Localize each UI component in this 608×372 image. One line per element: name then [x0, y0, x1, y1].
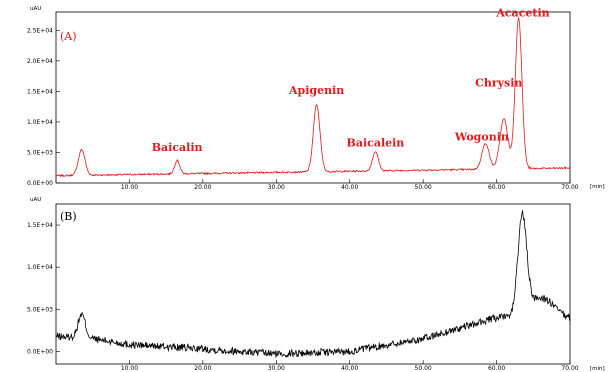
- x-tick-label: 60.00: [488, 184, 505, 191]
- x-tick-label: 50.00: [415, 365, 432, 372]
- x-tick-label: 70.00: [561, 365, 578, 372]
- y-tick-label: 5.0E+03: [27, 149, 53, 156]
- x-tick-label: 20.00: [194, 365, 211, 372]
- y-tick-label: 1.0E+04: [27, 264, 53, 271]
- y-tick-label: 0.0E+00: [27, 348, 53, 355]
- panel-b-label: (B): [60, 210, 77, 223]
- panel-a-label: (A): [60, 30, 77, 43]
- panel-b-frame: [55, 203, 571, 365]
- x-tick-label: 40.00: [341, 184, 358, 191]
- panel-b-ticks: 0.0E+00 5.0E+03 1.0E+04 1.5E+04 10.00 20.00 30…: [27, 222, 579, 372]
- x-tick-label: 70.00: [561, 184, 578, 191]
- y-tick-label: 5.0E+03: [27, 306, 53, 313]
- panel-a-ticks: 0.0E+00 5.0E+03 1.0E+04 1.5E+04 2.0E+04 2.5E+…: [27, 27, 579, 191]
- peak-annotation: Apigenin: [288, 84, 344, 97]
- x-tick-label: 30.00: [268, 184, 285, 191]
- peak-annotation: Acacetin: [495, 6, 549, 19]
- x-tick-label: 10.00: [121, 184, 138, 191]
- y-tick-label: 1.0E+04: [27, 119, 53, 126]
- y-tick-label: 1.5E+04: [27, 88, 53, 95]
- panel-b: uAU (B) [min] 0.0E+00 5.0E+03 1.0E+04 1.5E+…: [27, 197, 605, 372]
- panel-a-y-unit-label: uAU: [30, 6, 41, 12]
- peak-annotation: Baicalein: [347, 136, 405, 149]
- y-tick-label: 2.5E+04: [27, 27, 53, 34]
- peak-annotation: Wogonin: [454, 130, 509, 143]
- x-tick-label: 10.00: [121, 365, 138, 372]
- y-tick-label: 2.0E+04: [27, 58, 53, 65]
- panel-a-trace: [55, 17, 571, 178]
- peak-annotation: Baicalin: [152, 141, 203, 154]
- x-tick-label: 30.00: [268, 365, 285, 372]
- panel-b-y-unit-label: uAU: [30, 197, 41, 203]
- panel-b-trace: [55, 210, 571, 358]
- panel-a-x-unit-label: [min]: [590, 184, 605, 190]
- x-tick-label: 40.00: [341, 365, 358, 372]
- x-tick-label: 60.00: [488, 365, 505, 372]
- panel-a-annotations: Baicalin Apigenin Baicalein Wogonin Chrysin A…: [152, 6, 550, 154]
- y-tick-label: 1.5E+04: [27, 222, 53, 229]
- panel-a-frame: [55, 11, 571, 184]
- x-tick-label: 50.00: [415, 184, 432, 191]
- y-tick-label: 0.0E+00: [27, 180, 53, 187]
- panel-b-x-unit-label: [min]: [590, 366, 605, 372]
- peak-annotation: Chrysin: [475, 77, 522, 90]
- panel-a: uAU (A) [min] 0.0E+00 5.0E+03 1.0E+04 1.5E+…: [27, 6, 605, 191]
- x-tick-label: 20.00: [194, 184, 211, 191]
